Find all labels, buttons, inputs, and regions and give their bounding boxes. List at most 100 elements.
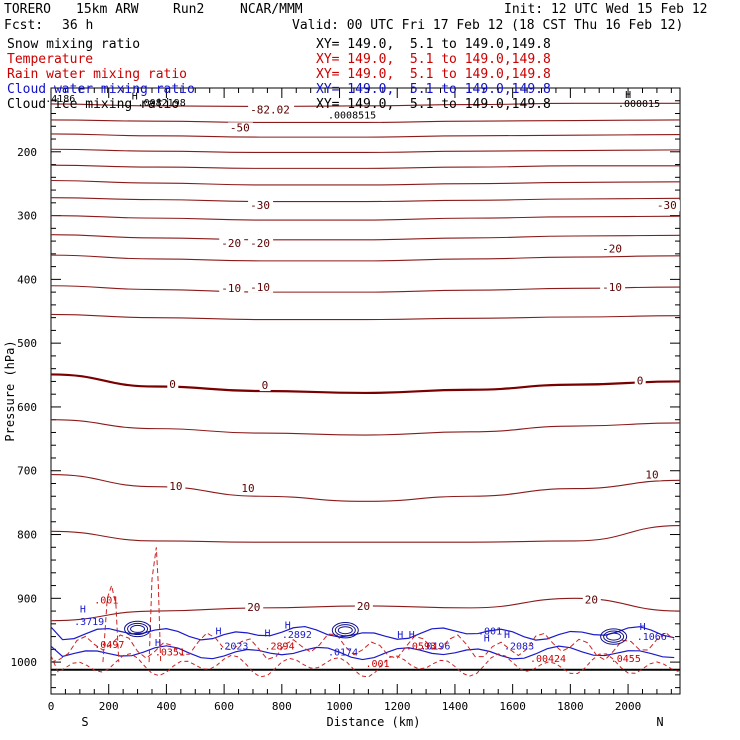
cloud-water-core — [337, 626, 353, 635]
cloud-water-core — [124, 620, 152, 638]
x-tick-label: 400 — [156, 700, 176, 713]
isotherm-label: 10 — [241, 482, 254, 495]
isotherm — [50, 215, 681, 221]
x-axis-title: Distance (km) — [327, 715, 421, 729]
rain-label: .001 — [94, 595, 118, 606]
ice-label: .4186 — [45, 94, 75, 105]
rain-contour — [148, 547, 162, 663]
isotherm-label-bg — [582, 594, 601, 606]
field-xy-range: XY= 149.0, 5.1 to 149.0,149.8 — [316, 37, 551, 52]
y-tick-label: 800 — [17, 529, 37, 542]
contour-labels: -82.02-50 -30 -30 -20 -20 -20 -10 -10 -10 0 0 0 10 10… — [45, 90, 680, 670]
plot-border — [50, 87, 681, 695]
cloud_water-label: .0174 — [328, 648, 358, 659]
isotherm-label: 10 — [645, 468, 658, 481]
isotherm-label: 20 — [357, 600, 370, 613]
forecast-hour: 36 h — [62, 18, 94, 33]
isotherm — [50, 102, 680, 108]
cloud_water-label: H — [484, 634, 490, 645]
isotherm-label: -20 — [221, 237, 241, 250]
temperature-isotherms — [50, 102, 681, 622]
x-tick-label: 1400 — [442, 700, 469, 713]
isotherm — [50, 254, 681, 262]
isotherm-label-bg — [245, 602, 264, 614]
cloud-water-core — [334, 624, 356, 637]
ice-label: .0082198 — [138, 98, 186, 109]
x-tick-label: 1800 — [557, 700, 584, 713]
ice-label: H — [132, 91, 138, 102]
isotherm-label: 10 — [169, 480, 182, 493]
cloud-water-core — [127, 622, 149, 636]
isotherm-label: -10 — [250, 281, 270, 294]
isotherm — [50, 373, 681, 395]
y-tick-label: 400 — [17, 273, 37, 286]
rain-label: .0351 — [155, 648, 185, 659]
isotherm — [50, 164, 680, 169]
y-tick-label: 300 — [17, 210, 37, 223]
isotherm-label-bg — [600, 281, 626, 293]
rain-contour — [50, 653, 679, 678]
isotherm-label-bg — [239, 482, 258, 494]
field-xy-range: XY= 149.0, 5.1 to 149.0,149.8 — [316, 67, 551, 82]
ice-label: .0008515 — [328, 111, 376, 122]
isotherm — [50, 285, 681, 293]
cloud-water-core — [603, 630, 625, 643]
x-tick-label: 2000 — [615, 700, 642, 713]
cloud_water-label: .2023 — [218, 641, 248, 652]
ice-label: .000015 — [618, 99, 660, 110]
cloud_water-label: .1066 — [637, 632, 667, 643]
rain-label: .0497 — [94, 640, 124, 651]
isotherm-label: -10 — [221, 282, 241, 295]
isotherm — [50, 197, 681, 203]
cloud_water-label: H — [265, 629, 271, 640]
cloud_water-label: H — [409, 630, 415, 641]
cloud_water-label: H — [285, 620, 291, 631]
cloud_water-label: H — [80, 604, 86, 615]
field-label: Cloud ice mixing ratio — [7, 97, 180, 112]
forecast-label: Fcst: — [4, 18, 44, 33]
cloud_water-label: .2083 — [504, 641, 534, 652]
isotherm — [50, 419, 681, 436]
isotherm-label: -50 — [230, 121, 250, 134]
plot-frame — [50, 87, 681, 695]
cloud_water-label: .0196 — [420, 641, 450, 652]
isotherm-label: -30 — [657, 199, 677, 212]
isotherm — [50, 148, 681, 153]
isotherm — [50, 234, 681, 241]
y-axis-title: Pressure (hPa) — [3, 340, 17, 441]
cloud-water-core — [331, 622, 359, 639]
isotherm-label-bg — [600, 243, 626, 255]
field-xy-range: XY= 149.0, 5.1 to 149.0,149.8 — [316, 82, 551, 97]
rain-label: .001 — [366, 659, 390, 670]
isotherm-label: -20 — [602, 243, 622, 256]
cloud-water-contour — [50, 625, 675, 641]
north-end-label: N — [656, 715, 663, 729]
y-tick-label: 1000 — [11, 656, 38, 669]
rain-label: .2894 — [265, 641, 295, 652]
isotherm-label: -10 — [602, 281, 622, 294]
moisture-contours — [50, 547, 679, 678]
y-tick-label: 900 — [17, 592, 37, 605]
isotherm-label-bg — [248, 237, 274, 249]
model-name: TORERO — [4, 2, 51, 17]
isotherm-label: 0 — [169, 378, 176, 391]
field-label: Temperature — [7, 52, 94, 67]
x-tick-label: 1200 — [384, 700, 411, 713]
x-tick-label: 0 — [48, 700, 55, 713]
rain-label: .0455 — [611, 654, 641, 665]
cloud-water-contour — [50, 645, 675, 661]
y-tick-label: 200 — [17, 146, 37, 159]
isotherm-label-bg — [634, 375, 646, 387]
isotherm-label-bg — [643, 469, 662, 481]
cloud_water-label: H — [215, 627, 221, 638]
y-tick-label: 700 — [17, 465, 37, 478]
cloud-water-core — [130, 624, 146, 633]
model-resolution: 15km ARW — [76, 2, 139, 17]
cloud_water-label: .2892 — [282, 630, 312, 641]
isotherm-label-bg — [248, 104, 295, 116]
isotherm — [50, 525, 681, 543]
isotherm-label-bg — [219, 283, 245, 295]
isotherm-label: 0 — [637, 375, 644, 388]
